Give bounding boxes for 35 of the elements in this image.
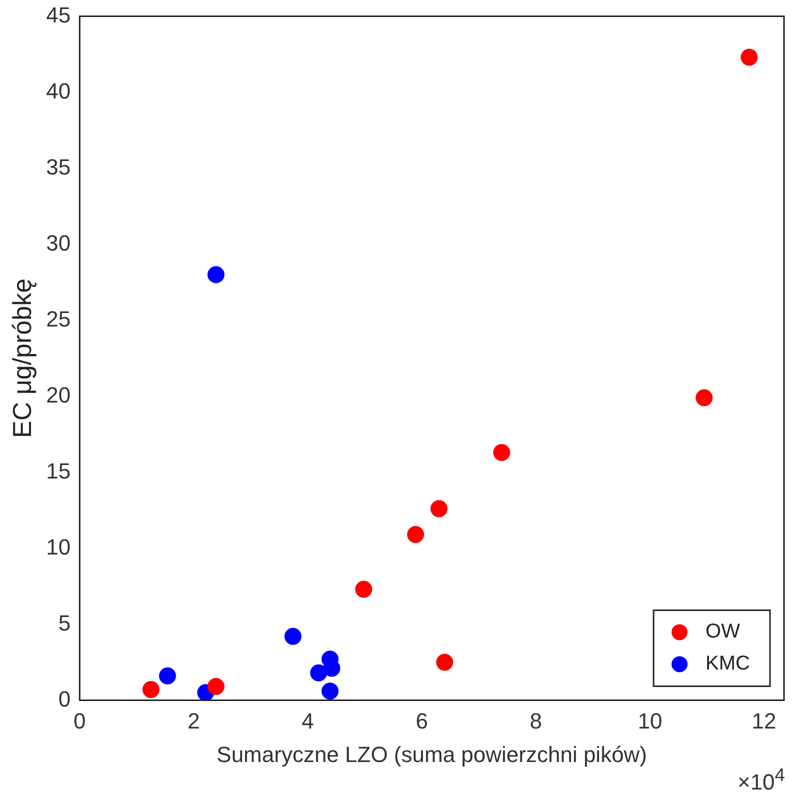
y-tick-label: 20 xyxy=(46,382,71,408)
point xyxy=(207,266,224,284)
text: ×10$^{4}$ xyxy=(737,764,785,795)
point xyxy=(740,48,758,66)
y-tick-label: 15 xyxy=(46,458,71,484)
x-tick-label: 10 xyxy=(638,708,662,734)
y-tick-label: 45 xyxy=(46,2,71,28)
y-tick-label: 5 xyxy=(58,610,71,636)
point xyxy=(310,664,328,682)
point xyxy=(284,628,302,645)
point xyxy=(159,667,176,684)
point xyxy=(493,444,510,461)
point xyxy=(407,526,424,544)
y-tick-label: 0 xyxy=(58,686,71,712)
point xyxy=(355,580,372,598)
legend-label: OW xyxy=(706,620,740,643)
point xyxy=(142,681,160,698)
y-tick-label: 30 xyxy=(46,230,71,256)
y-tick-label: 40 xyxy=(46,78,71,104)
point xyxy=(430,500,448,518)
x-tick-label: 8 xyxy=(530,708,542,734)
x-tick-label: 12 xyxy=(752,708,776,734)
y-tick-label: 10 xyxy=(46,534,71,560)
y-tick-label: 35 xyxy=(46,154,71,180)
point xyxy=(207,678,224,696)
x-axis-title: Sumaryczne LZO (suma powierzchni pików) xyxy=(216,742,648,767)
x-tick-label: 4 xyxy=(302,708,314,734)
legend-label: KMC xyxy=(706,652,750,675)
y-tick-label: 25 xyxy=(46,306,71,332)
point xyxy=(436,654,454,671)
point xyxy=(322,682,339,700)
point xyxy=(696,389,713,406)
x-tick-label: 2 xyxy=(188,708,200,734)
x-tick-label: 6 xyxy=(416,708,428,734)
y-axis-title: EC μg/próbkę xyxy=(6,278,37,438)
